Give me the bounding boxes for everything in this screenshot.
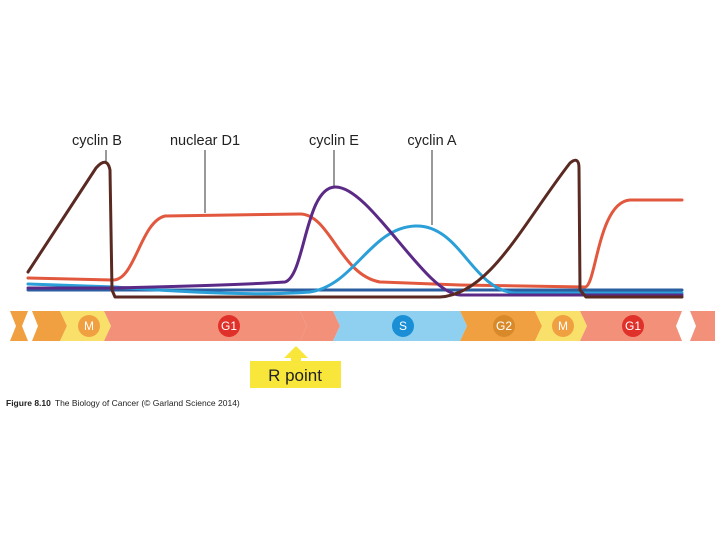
g2-label: G2 bbox=[496, 319, 512, 333]
phase-segment-start bbox=[10, 311, 28, 341]
g1a-marker bbox=[218, 315, 240, 337]
r-point-marker: R point bbox=[250, 346, 341, 388]
m1-marker bbox=[78, 315, 100, 337]
curves bbox=[26, 158, 684, 299]
m2-label: M bbox=[558, 319, 568, 333]
cyclin-a-label: cyclin A bbox=[407, 133, 456, 149]
g2-marker bbox=[493, 315, 515, 337]
phase-band: M G1 S G2 M G1 bbox=[10, 311, 715, 341]
r-point-label: R point bbox=[268, 366, 322, 385]
g1a-label: G1 bbox=[221, 319, 237, 333]
up-arrow-icon bbox=[284, 346, 308, 362]
curve-labels: cyclin B nuclear D1 cyclin E cyclin A bbox=[72, 133, 457, 149]
g1b-label: G1 bbox=[625, 319, 641, 333]
g1b-marker bbox=[622, 315, 644, 337]
figure-source: The Biology of Cancer (© Garland Science… bbox=[54, 398, 240, 408]
figure-caption: Figure 8.10 The Biology of Cancer (© Garl… bbox=[6, 398, 240, 408]
cyclin-b-curve bbox=[26, 158, 684, 299]
cyclin-e-label: cyclin E bbox=[309, 133, 359, 149]
phase-segment-m1-lead bbox=[32, 311, 67, 341]
phase-segment-end bbox=[690, 311, 715, 341]
figure-number: Figure 8.10 bbox=[6, 398, 51, 408]
s-label: S bbox=[399, 319, 407, 333]
cyclin-b-label: cyclin B bbox=[72, 133, 122, 149]
s-marker bbox=[392, 315, 414, 337]
nuclear-d1-label: nuclear D1 bbox=[170, 133, 240, 149]
m1-label: M bbox=[84, 319, 94, 333]
phase-segment-g1a bbox=[104, 311, 307, 341]
cyclin-e-curve bbox=[26, 185, 684, 297]
label-leaders bbox=[105, 150, 433, 225]
cyclin-a-curve bbox=[26, 224, 684, 296]
phase-segment-g1a-late bbox=[300, 311, 340, 341]
nuclear-d1-curve bbox=[26, 198, 684, 289]
r-point-box bbox=[250, 361, 341, 388]
m2-marker bbox=[552, 315, 574, 337]
